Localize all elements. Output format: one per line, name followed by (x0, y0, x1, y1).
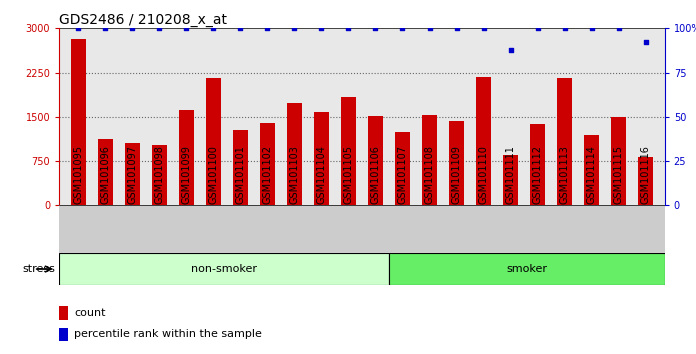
Point (207, 25, 219, 31)
Bar (341, 97, 356, 205)
Point (505, 47, 516, 52)
Bar (611, 118, 626, 205)
Point (451, 25, 462, 31)
Text: stress: stress (23, 264, 56, 274)
Point (316, 25, 327, 31)
Point (154, 25, 165, 31)
Point (532, 25, 543, 31)
Bar (449, 121, 464, 205)
Text: smoker: smoker (507, 264, 548, 274)
Bar (476, 77, 491, 205)
Point (586, 25, 597, 31)
Point (262, 25, 273, 31)
Text: GDS2486 / 210208_x_at: GDS2486 / 210208_x_at (59, 13, 227, 27)
Bar (59, 307, 68, 320)
Point (478, 25, 489, 31)
Bar (71, 39, 86, 205)
Bar (314, 112, 329, 205)
Point (640, 40, 651, 45)
Point (370, 25, 381, 31)
Point (343, 25, 354, 31)
FancyBboxPatch shape (390, 253, 665, 285)
Bar (152, 144, 166, 205)
Point (235, 25, 246, 31)
Text: count: count (74, 308, 106, 318)
Bar (638, 157, 653, 205)
Bar (59, 327, 68, 341)
Bar (233, 130, 248, 205)
Bar (206, 79, 221, 205)
Bar (260, 123, 275, 205)
Bar (503, 155, 518, 205)
Bar (179, 110, 193, 205)
FancyBboxPatch shape (59, 253, 390, 285)
Bar (530, 124, 545, 205)
Point (424, 25, 435, 31)
Bar (584, 135, 599, 205)
Bar (395, 132, 410, 205)
Bar (287, 103, 302, 205)
Point (613, 25, 624, 31)
Point (289, 25, 300, 31)
Text: non-smoker: non-smoker (191, 264, 258, 274)
Bar (422, 115, 437, 205)
Point (397, 25, 408, 31)
Point (559, 25, 570, 31)
Bar (97, 139, 113, 205)
Point (127, 25, 138, 31)
Text: percentile rank within the sample: percentile rank within the sample (74, 330, 262, 339)
Bar (557, 78, 572, 205)
Bar (125, 143, 140, 205)
Point (72, 25, 84, 31)
Bar (368, 116, 383, 205)
Point (100, 25, 111, 31)
Point (181, 25, 192, 31)
